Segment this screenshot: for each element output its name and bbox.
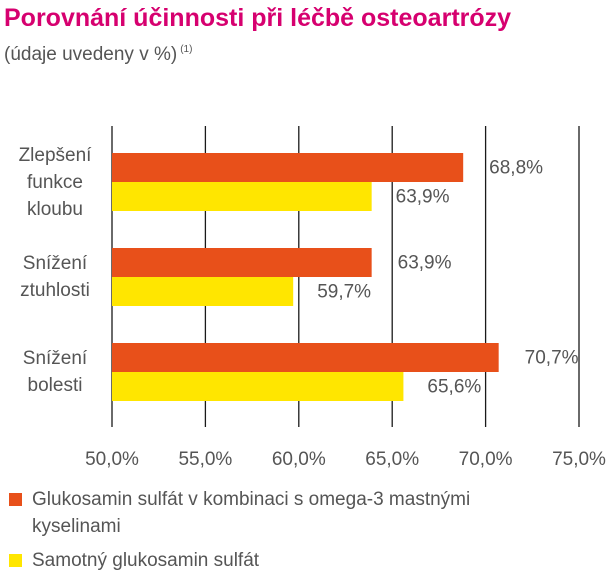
legend-item-glucosamine-only: Samotný glukosamin sulfát	[4, 547, 604, 574]
x-tick-label-4: 70,0%	[459, 449, 513, 470]
legend-label-combination-line-1: Glukosamin sulfát v kombinaci s omega-3 …	[32, 489, 471, 510]
legend-label-combination-line-2: kyselinami	[32, 516, 121, 537]
legend: Glukosamin sulfát v kombinaci s omega-3 …	[4, 486, 604, 574]
x-tick-label-0: 50,0%	[85, 449, 139, 470]
subtitle-text: (údaje uvedeny v %)	[4, 44, 178, 65]
legend-swatch-glucosamine-only	[9, 554, 22, 567]
value-label-s1-c1: 68,8%	[489, 158, 543, 179]
bar-s1-c1	[112, 153, 464, 182]
value-label-s2-c1: 63,9%	[396, 187, 450, 208]
category-label-2: Snížení ztuhlosti	[5, 250, 105, 304]
value-label-s2-c2: 59,7%	[317, 282, 371, 303]
x-tick-label-3: 65,0%	[365, 449, 419, 470]
bar-s2-c2	[112, 277, 294, 306]
value-label-s1-c3: 70,7%	[525, 348, 579, 369]
legend-swatch-combination	[9, 493, 22, 506]
value-label-s1-c2: 63,9%	[398, 253, 452, 274]
category-label-2-line-1: Snížení	[22, 253, 88, 274]
category-label-3: Snížení bolesti	[5, 345, 105, 399]
category-label-3-line-2: bolesti	[27, 375, 83, 396]
category-label-2-line-2: ztuhlosti	[20, 280, 90, 301]
bar-s1-c2	[112, 248, 372, 277]
category-label-1-line-3: kloubu	[27, 198, 83, 220]
bar-s1-c3	[112, 343, 499, 372]
category-label-1-line-1: Zlepšení	[18, 144, 92, 166]
category-label-1-line-2: funkce	[27, 171, 83, 193]
bar-s2-c3	[112, 372, 404, 401]
legend-label-glucosamine-only: Samotný glukosamin sulfát	[32, 550, 260, 571]
x-tick-label-2: 60,0%	[272, 449, 326, 470]
chart-subtitle: (údaje uvedeny v %) (1)	[4, 44, 192, 66]
legend-item-combination: Glukosamin sulfát v kombinaci s omega-3 …	[4, 486, 604, 540]
chart-title: Porovnání účinnosti při léčbě osteoartró…	[4, 4, 512, 32]
bar-s2-c1	[112, 182, 372, 211]
value-label-s2-c3: 65,6%	[427, 377, 481, 398]
x-tick-label-1: 55,0%	[178, 449, 232, 470]
bar-chart: 50,0% 55,0% 60,0% 65,0% 70,0% 75,0% 68,8% 63,9%…	[85, 126, 606, 470]
category-label-3-line-1: Snížení	[22, 348, 88, 369]
x-tick-label-5: 75,0%	[552, 449, 606, 470]
subtitle-footnote-ref: (1)	[180, 44, 193, 55]
category-label-1: Zlepšení funkce kloubu	[5, 142, 105, 223]
